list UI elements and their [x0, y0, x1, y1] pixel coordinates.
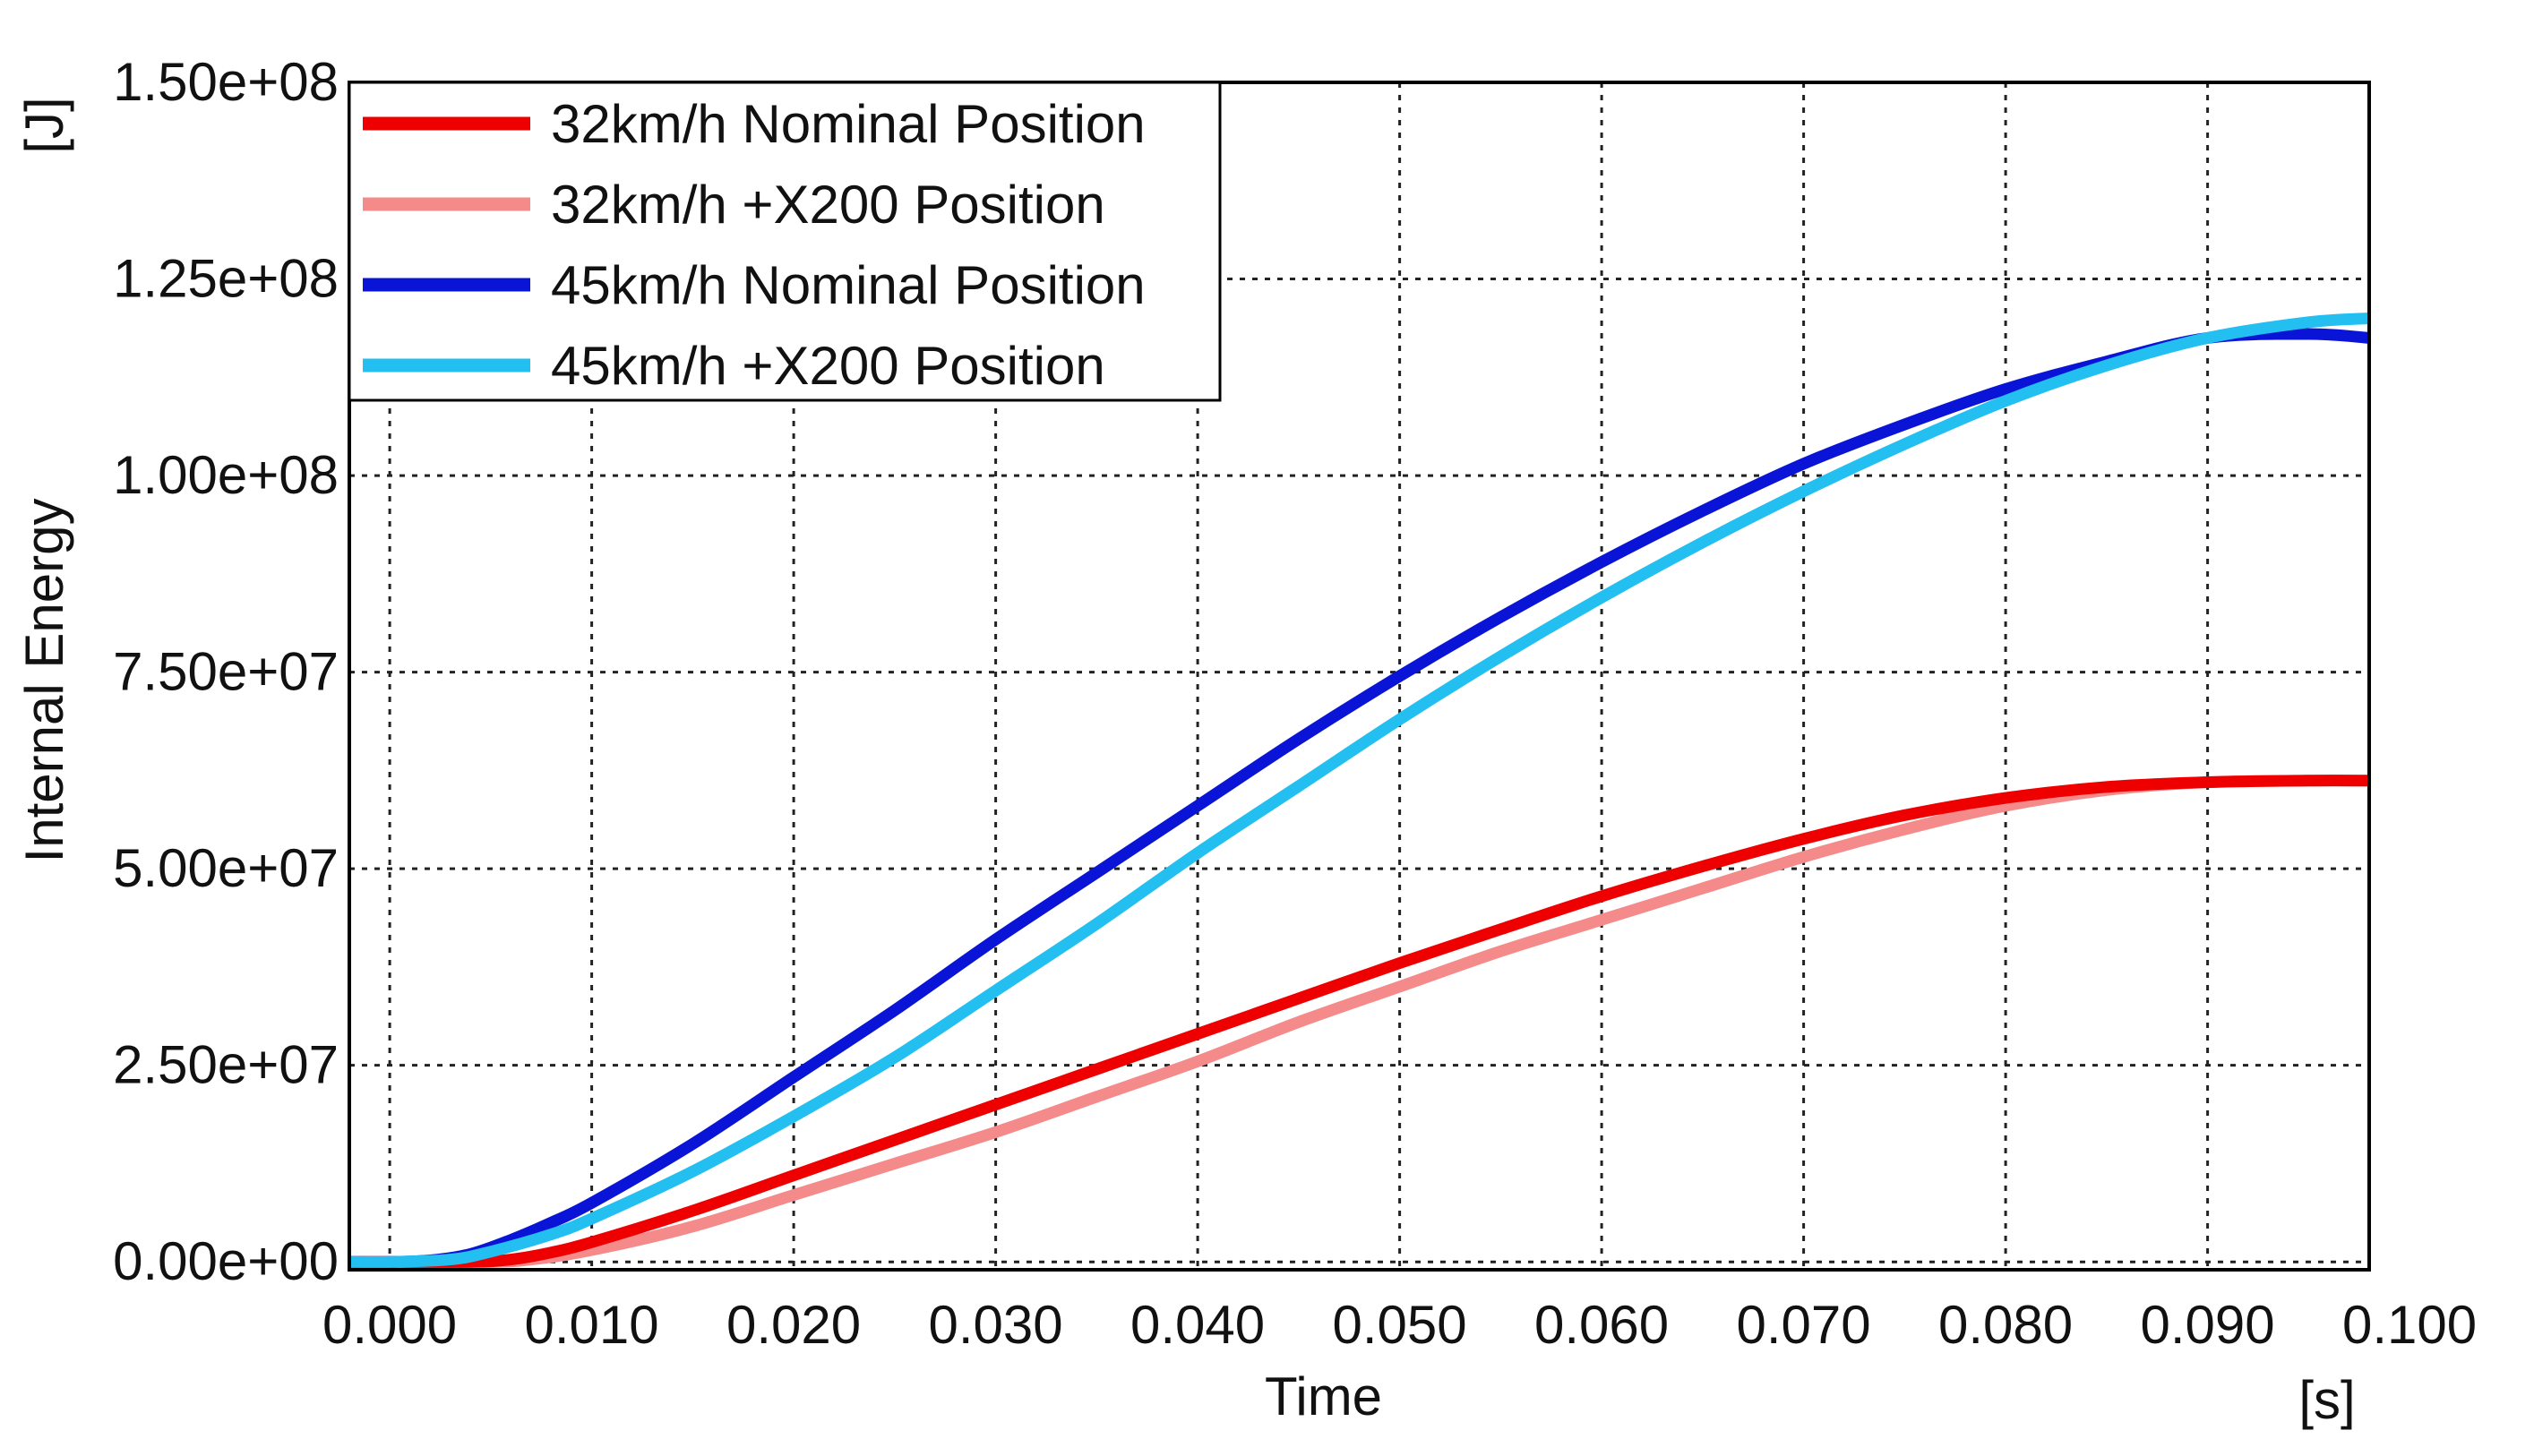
y-tick-label: 5.00e+07 [113, 838, 339, 898]
legend-box [348, 81, 1222, 402]
x-axis-ticks: 0.000 0.010 0.020 0.030 0.040 0.050 0.060 0.070… [322, 1295, 2477, 1355]
y-tick-label: 0.00e+00 [113, 1231, 339, 1291]
y-tick-label: 1.50e+08 [113, 52, 339, 112]
legend-label: 45km/h Nominal Position [551, 255, 1146, 315]
x-tick-label: 0.040 [1130, 1295, 1265, 1355]
y-tick-label: 1.00e+08 [113, 445, 339, 505]
x-tick-label: 0.030 [929, 1295, 1063, 1355]
series-32kmh-x200-line [349, 775, 2369, 1268]
x-tick-label: 0.010 [525, 1295, 659, 1355]
x-tick-label: 0.090 [2141, 1295, 2275, 1355]
series-45kmh-x200-line [349, 312, 2369, 1268]
x-tick-label: 0.100 [2342, 1295, 2477, 1355]
y-axis-unit: [J] [14, 97, 74, 153]
legend-label: 45km/h +X200 Position [551, 336, 1105, 396]
y-tick-label: 1.25e+08 [113, 249, 339, 309]
x-tick-label: 0.050 [1333, 1295, 1467, 1355]
x-tick-label: 0.060 [1534, 1295, 1669, 1355]
legend-label: 32km/h Nominal Position [551, 94, 1146, 154]
x-axis-unit: [s] [2298, 1370, 2355, 1430]
plot-frame [348, 81, 2371, 1272]
x-tick-label: 0.000 [322, 1295, 457, 1355]
grid [349, 82, 2369, 1270]
x-axis-title: Time [1265, 1366, 1382, 1426]
series-layer [349, 312, 2369, 1268]
y-axis-ticks: 0.00e+00 2.50e+07 5.00e+07 7.50e+07 1.00e+08… [113, 52, 339, 1291]
x-tick-label: 0.080 [1938, 1295, 2073, 1355]
legend: 32km/h Nominal Position 32km/h +X200 Posi… [348, 81, 1222, 402]
series-32kmh-nominal-line [349, 775, 2369, 1268]
legend-label: 32km/h +X200 Position [551, 175, 1105, 235]
y-tick-label: 7.50e+07 [113, 642, 339, 702]
series-45kmh-nominal-line [349, 328, 2369, 1268]
x-tick-label: 0.020 [726, 1295, 861, 1355]
x-tick-label: 0.070 [1737, 1295, 1871, 1355]
y-axis-title: Internal Energy [14, 499, 74, 863]
y-tick-label: 2.50e+07 [113, 1035, 339, 1095]
